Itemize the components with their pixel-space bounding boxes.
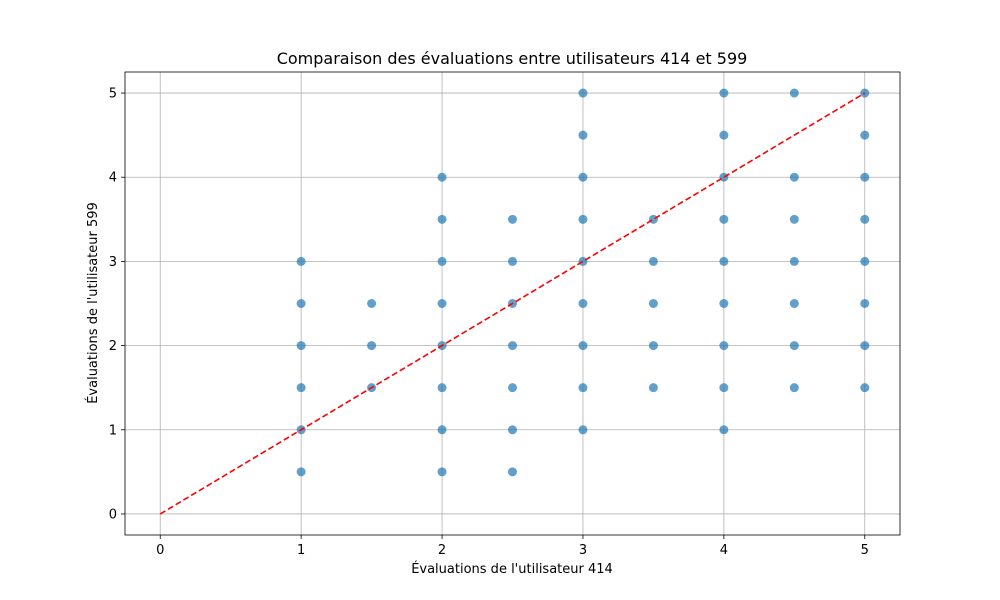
data-point — [437, 299, 447, 308]
data-point — [578, 214, 588, 224]
data-point — [719, 425, 729, 435]
data-point — [296, 383, 306, 393]
data-point — [578, 425, 588, 435]
data-point — [719, 256, 729, 266]
x-tick-label: 5 — [861, 543, 869, 558]
data-point — [789, 88, 799, 98]
data-point — [578, 383, 588, 393]
data-point — [578, 130, 588, 140]
data-point — [860, 256, 870, 266]
y-tick-label: 1 — [109, 423, 117, 438]
data-point — [789, 214, 799, 224]
data-point — [508, 467, 517, 477]
data-point — [789, 341, 799, 351]
data-point — [719, 383, 729, 393]
data-point — [789, 256, 799, 266]
data-point — [860, 172, 870, 182]
data-point — [719, 130, 729, 140]
data-point — [648, 256, 658, 266]
data-point — [860, 214, 870, 224]
data-point — [578, 341, 588, 351]
x-tick-label: 4 — [720, 543, 728, 558]
y-tick-label: 0 — [109, 507, 117, 522]
data-point — [367, 341, 377, 351]
data-point — [648, 299, 658, 308]
data-point — [648, 341, 658, 351]
data-point — [578, 172, 588, 182]
data-point — [296, 256, 306, 266]
data-point — [648, 383, 658, 393]
data-point — [508, 214, 517, 224]
y-tick-label: 5 — [109, 87, 117, 102]
data-point — [437, 425, 447, 435]
data-point — [860, 341, 870, 351]
x-tick-label: 2 — [438, 543, 446, 558]
data-point — [508, 341, 517, 351]
data-point — [860, 130, 870, 140]
x-axis-label: Évaluations de l'utilisateur 414 — [411, 561, 613, 577]
y-tick-label: 3 — [109, 255, 117, 270]
data-point — [508, 383, 517, 393]
y-axis-label: Évaluations de l'utilisateur 599 — [85, 202, 101, 404]
data-point — [578, 88, 588, 98]
data-point — [789, 299, 799, 308]
data-point — [296, 299, 306, 308]
x-tick-label: 3 — [579, 543, 587, 558]
data-point — [789, 172, 799, 182]
data-point — [719, 214, 729, 224]
data-point — [296, 467, 306, 477]
chart-title: Comparaison des évaluations entre utilis… — [277, 49, 748, 68]
reference-line — [159, 92, 866, 515]
y-tick-label: 2 — [109, 339, 117, 354]
data-point — [578, 299, 588, 308]
data-point — [719, 172, 729, 182]
data-point — [437, 467, 447, 477]
data-point — [860, 88, 870, 98]
data-point — [648, 214, 658, 224]
data-point — [789, 383, 799, 393]
data-point — [719, 88, 729, 98]
x-tick-label: 0 — [156, 543, 164, 558]
plot-area-frame — [124, 71, 901, 536]
data-point — [296, 341, 306, 351]
data-point — [437, 214, 447, 224]
data-point — [437, 383, 447, 393]
data-point — [719, 299, 729, 308]
data-point — [367, 299, 377, 308]
axis-ticks: 0 1 2 3 4 5 0 1 2 3 4 5 — [109, 87, 869, 558]
data-point — [719, 341, 729, 351]
data-point — [860, 299, 870, 308]
x-tick-label: 1 — [297, 543, 305, 558]
data-point — [437, 256, 447, 266]
y-tick-label: 4 — [109, 171, 117, 186]
data-point — [860, 383, 870, 393]
data-point — [508, 256, 517, 266]
data-point — [437, 172, 447, 182]
data-point — [508, 425, 517, 435]
